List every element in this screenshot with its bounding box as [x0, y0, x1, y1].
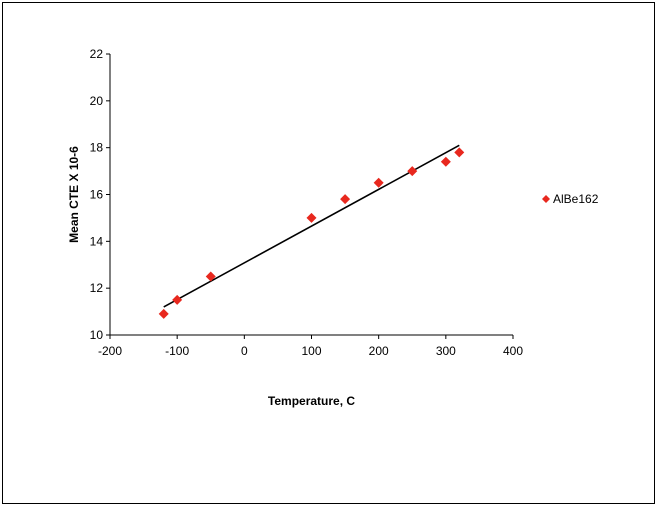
data-point-diamond [454, 147, 465, 158]
y-tick-label: 22 [90, 47, 104, 61]
x-tick-label: 300 [436, 344, 456, 358]
y-tick-label: 16 [90, 188, 104, 202]
y-tick-label: 20 [90, 94, 104, 108]
y-tick-label: 12 [90, 281, 104, 295]
data-point-diamond [340, 194, 351, 205]
legend-marker-diamond [542, 195, 550, 203]
x-axis-title: Temperature, C [268, 394, 355, 408]
legend-label: AlBe162 [553, 192, 599, 206]
x-tick-label: -100 [165, 344, 189, 358]
x-tick-label: 100 [301, 344, 321, 358]
data-point-diamond [172, 294, 183, 305]
data-point-diamond [373, 177, 384, 188]
data-point-diamond [440, 156, 451, 167]
x-tick-label: 400 [503, 344, 523, 358]
x-tick-label: 200 [369, 344, 389, 358]
data-point-diamond [205, 271, 216, 282]
data-points [158, 147, 465, 319]
y-tick-label: 10 [90, 328, 104, 342]
tick-labels: 10 12 14 16 18 20 22 -200 -100 0 100 200 300 400 [90, 47, 524, 358]
x-tick-label: -200 [98, 344, 122, 358]
chart-frame [2, 2, 655, 504]
data-point-diamond [158, 308, 169, 319]
y-tick-label: 14 [90, 234, 104, 248]
axes [106, 53, 514, 339]
y-tick-label: 18 [90, 141, 104, 155]
data-point-diamond [306, 212, 317, 223]
y-axis-title: Mean CTE X 10-6 [67, 146, 81, 243]
legend: AlBe162 [542, 192, 599, 206]
data-point-diamond [407, 166, 418, 177]
x-tick-label: 0 [241, 344, 248, 358]
